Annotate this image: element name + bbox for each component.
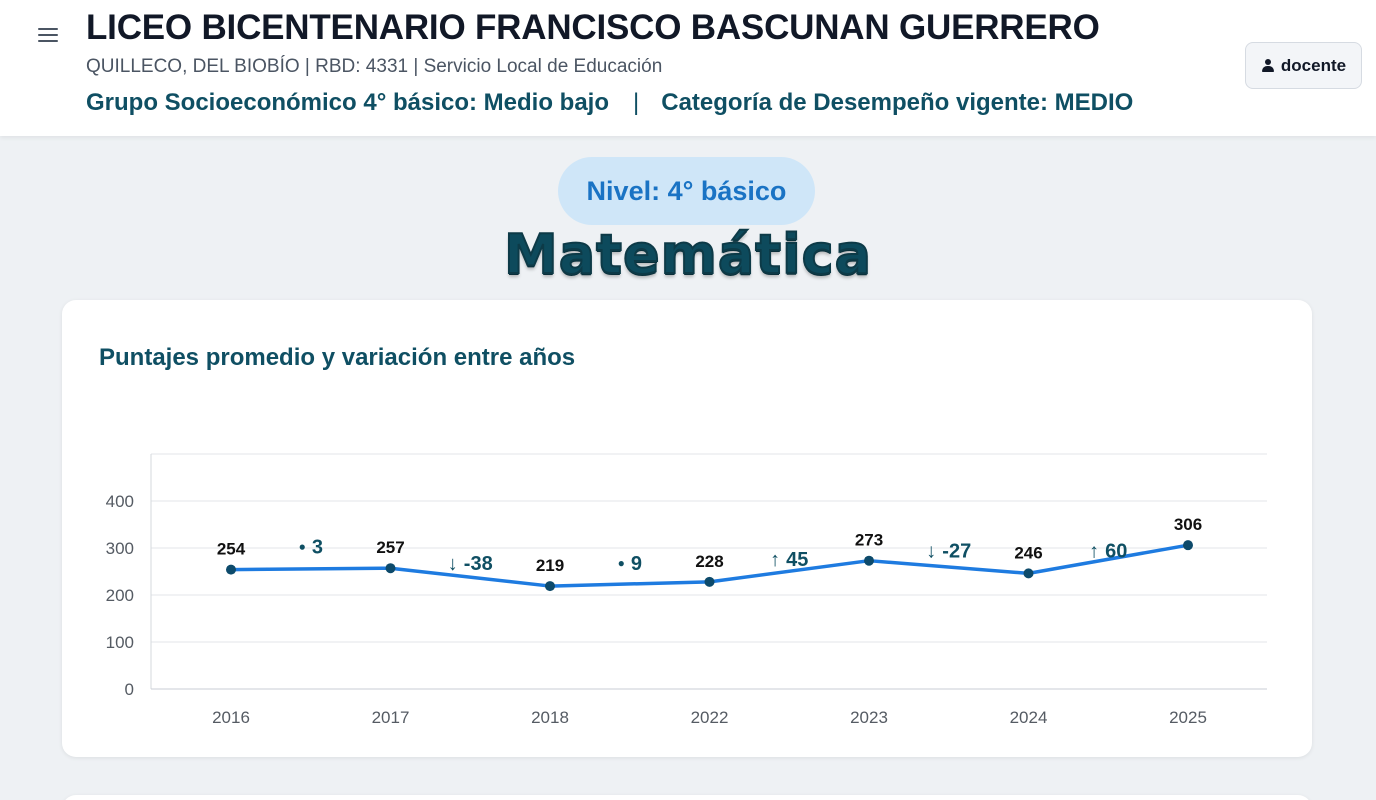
- user-role-label: docente: [1280, 55, 1347, 75]
- y-tick-label: 0: [125, 680, 134, 699]
- page-header: LICEO BICENTENARIO FRANCISCO BASCUNAN GU…: [0, 0, 1376, 136]
- x-tick-label: 2018: [531, 708, 569, 727]
- x-tick-label: 2022: [691, 708, 729, 727]
- data-label: 257: [376, 538, 404, 557]
- variation-label: ↓ -27: [926, 540, 971, 562]
- data-label: 273: [855, 531, 883, 550]
- data-label: 228: [695, 552, 723, 571]
- data-point: [704, 576, 715, 587]
- data-point: [385, 563, 396, 574]
- subject-title: Matemática: [503, 222, 873, 287]
- variation-value: 3: [312, 537, 323, 559]
- y-tick-label: 100: [106, 633, 134, 652]
- data-point: [226, 564, 236, 575]
- data-label: 306: [1174, 515, 1202, 534]
- data-point: [864, 555, 874, 566]
- school-name: LICEO BICENTENARIO FRANCISCO BASCUNAN GU…: [86, 8, 1100, 47]
- y-tick-label: 200: [106, 586, 134, 605]
- data-label: 254: [217, 540, 246, 559]
- meta-separator: |: [633, 89, 640, 116]
- variation-value: 60: [1105, 540, 1127, 562]
- x-tick-label: 2016: [212, 708, 250, 727]
- level-pill: Nivel: 4° básico: [558, 157, 815, 225]
- chart-title: Puntajes promedio y variación entre años: [99, 344, 576, 371]
- x-tick-label: 2017: [372, 708, 410, 727]
- scores-chart-card: Puntajes promedio y variación entre años…: [62, 300, 1312, 757]
- x-tick-label: 2025: [1169, 708, 1207, 727]
- arrow-down-icon: ↓: [926, 540, 936, 562]
- y-tick-label: 400: [106, 492, 134, 511]
- data-label: 246: [1014, 543, 1042, 562]
- dot-icon: ●: [618, 556, 625, 570]
- scores-line-chart: 0 100 200 300 400 2016 2017 2018 2022 2023 2024 202…: [106, 453, 1267, 727]
- variation-value: -27: [942, 540, 971, 562]
- school-subtitle: QUILLECO, DEL BIOBÍO | RBD: 4331 | Servi…: [86, 56, 663, 77]
- variation-label: ● 9: [618, 553, 642, 575]
- x-tick-label: 2023: [850, 708, 888, 727]
- arrow-up-icon: ↑: [770, 549, 780, 571]
- x-tick-label: 2024: [1010, 708, 1048, 727]
- data-label: 219: [536, 556, 564, 575]
- variation-label: ↑ 45: [770, 549, 808, 571]
- variation-label: ↑ 60: [1089, 540, 1127, 562]
- user-role-button[interactable]: docente: [1245, 42, 1362, 89]
- arrow-down-icon: ↓: [448, 553, 458, 575]
- variation-label: ↓ -38: [448, 553, 493, 575]
- variation-value: -38: [464, 553, 493, 575]
- y-tick-label: 300: [106, 539, 134, 558]
- performance-category: Categoría de Desempeño vigente: MEDIO: [661, 89, 1134, 116]
- data-point: [1023, 568, 1034, 579]
- user-icon: [1261, 58, 1275, 73]
- arrow-up-icon: ↑: [1089, 540, 1099, 562]
- socioeconomic-group: Grupo Socioeconómico 4° básico: Medio ba…: [86, 89, 609, 116]
- hamburger-menu-icon[interactable]: [38, 28, 58, 46]
- variation-value: 9: [631, 553, 642, 575]
- data-point: [1183, 540, 1193, 551]
- variation-value: 45: [786, 549, 808, 571]
- variation-label: ● 3: [299, 537, 323, 559]
- school-meta: Grupo Socioeconómico 4° básico: Medio ba…: [86, 89, 1133, 117]
- dot-icon: ●: [299, 540, 306, 554]
- data-point: [545, 581, 555, 592]
- next-card: [62, 795, 1312, 800]
